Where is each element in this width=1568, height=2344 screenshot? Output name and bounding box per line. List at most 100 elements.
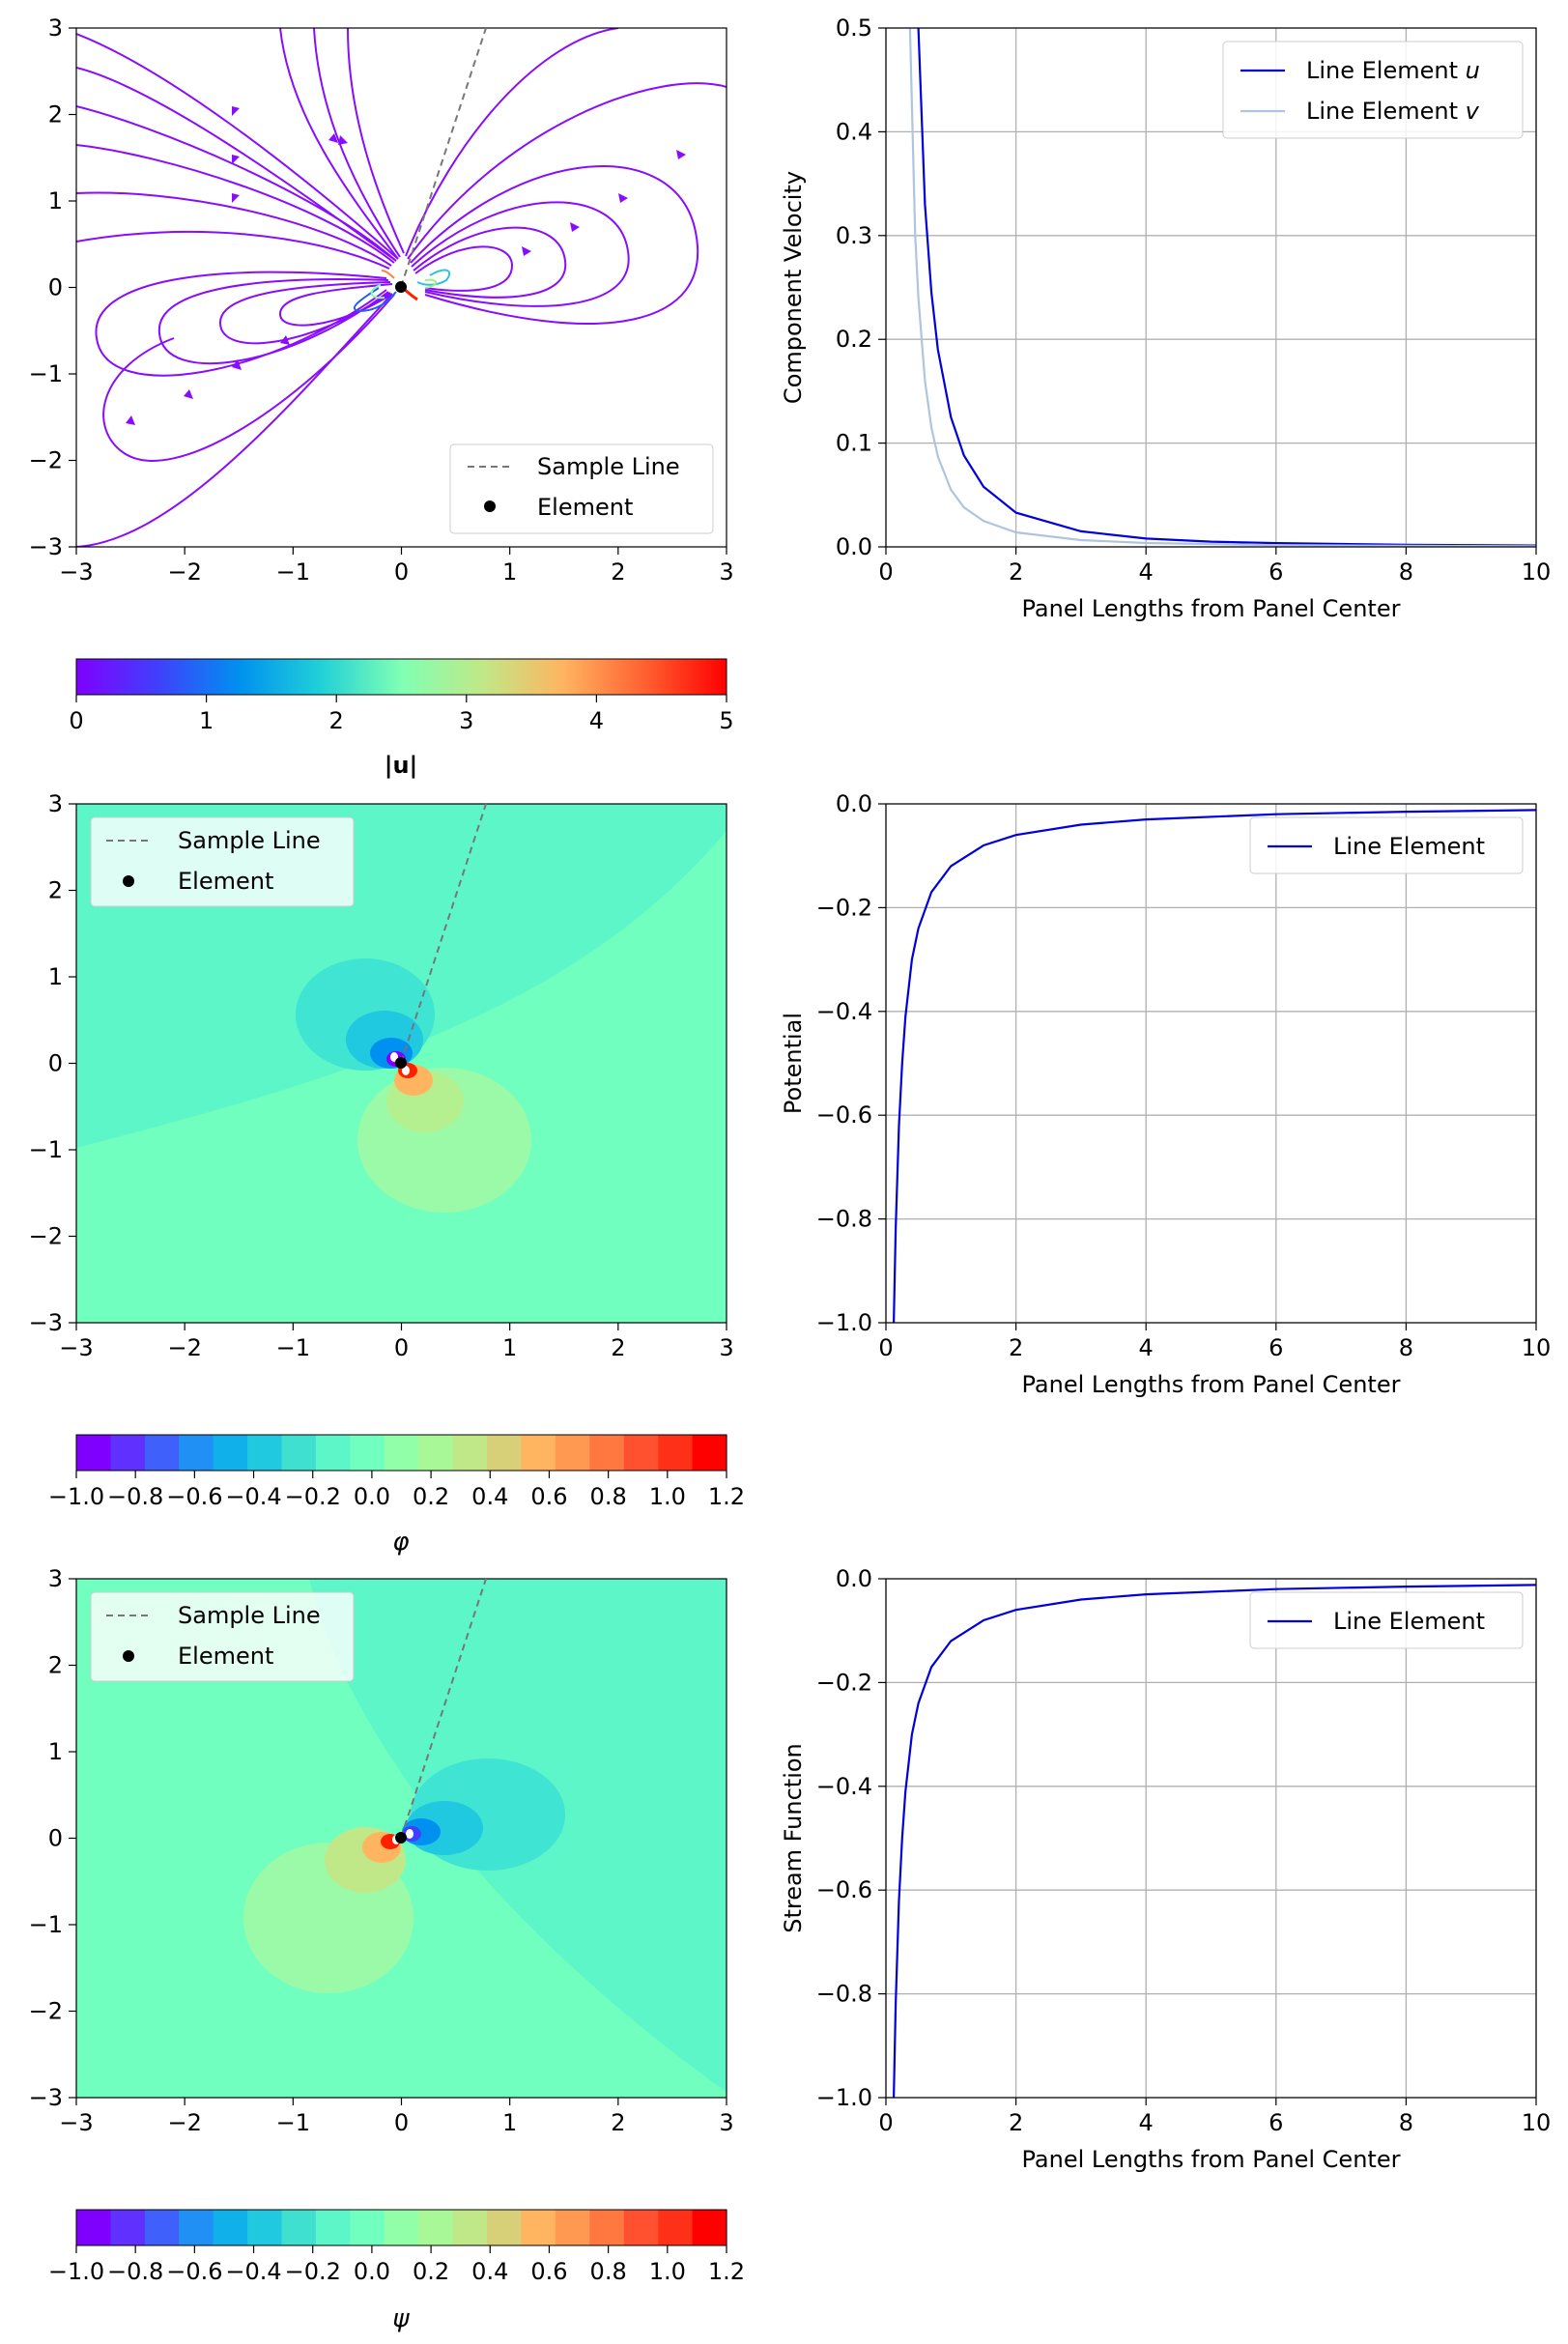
- x-tick-label: 6: [1269, 1334, 1283, 1361]
- series-group: [908, 28, 1536, 547]
- colorbar-tick-label: −1.0: [48, 2258, 104, 2285]
- y-tick-label: 0: [48, 274, 63, 301]
- colorbar-level: [315, 1435, 351, 1471]
- legend: Line Element: [1249, 1591, 1524, 1649]
- colorbar-level: [521, 2210, 556, 2245]
- y-tick-label: 0.1: [836, 430, 872, 457]
- y-tick-label: −3: [29, 1309, 63, 1336]
- colorbar-level: [281, 1435, 317, 1471]
- y-tick-label: −3: [29, 2084, 63, 2111]
- element-marker: [395, 281, 407, 293]
- colorbar-level: [350, 2210, 385, 2245]
- colorbar-level: [213, 1435, 248, 1471]
- colorbar-label: |u|: [385, 752, 418, 779]
- stream-function-profile-panel: 0 2 4 6 8 10 −1.0 −0.8 −0.6 −0.4 −0.2 0.0 Panel Leng…: [780, 1565, 1551, 2173]
- x-tick-label: 2: [1009, 1334, 1023, 1361]
- y-tick-label: −0.2: [816, 1669, 872, 1696]
- colorbar-tick-label: −0.6: [166, 1483, 222, 1510]
- axis-ticks: −3 −2 −1 0 1 2 3 −3 −2 −1 0 1 2 3: [29, 1565, 734, 2136]
- x-axis-label: Panel Lengths from Panel Center: [1022, 2146, 1401, 2173]
- potential-profile-panel: 0 2 4 6 8 10 −1.0 −0.8 −0.6 −0.4 −0.2 0.0 Panel Leng…: [780, 790, 1551, 1398]
- legend-entry: Line Element u: [1306, 57, 1480, 84]
- x-tick-label: 8: [1399, 558, 1413, 586]
- x-tick-label: 2: [1009, 2109, 1023, 2136]
- colorbar-label: φ: [392, 1528, 409, 1557]
- colorbar-level: [418, 2210, 454, 2245]
- y-tick-label: 2: [48, 1652, 63, 1679]
- x-tick-label: 0: [394, 558, 409, 586]
- colorbar-tick-label: −0.2: [285, 2258, 341, 2285]
- x-tick-label: −2: [167, 1334, 201, 1361]
- colorbar-level: [555, 1435, 590, 1471]
- x-tick-label: −2: [167, 558, 201, 586]
- colorbar-level: [418, 1435, 454, 1471]
- colorbar-tick-label: 0.6: [530, 1483, 567, 1510]
- y-tick-label: 1: [48, 1738, 63, 1765]
- colorbar-tick-label: 0.6: [530, 2258, 567, 2285]
- colorbar-level: [589, 2210, 625, 2245]
- colorbar-tick-label: 1.0: [649, 2258, 686, 2285]
- colorbar-tick-label: 0.4: [471, 1483, 508, 1510]
- y-tick-label: −0.4: [816, 998, 872, 1025]
- y-tick-label: −2: [29, 447, 63, 474]
- stream-function-field-panel: −3 −2 −1 0 1 2 3 −3 −2 −1 0 1 2 3 Sample Line Element: [29, 1565, 734, 2136]
- x-tick-label: −3: [59, 1334, 93, 1361]
- x-tick-label: 0: [394, 1334, 409, 1361]
- y-tick-label: 0.0: [836, 790, 872, 817]
- colorbar-level: [452, 1435, 488, 1471]
- y-tick-label: 0.3: [836, 222, 872, 249]
- y-tick-label: −0.6: [816, 1101, 872, 1129]
- colorbar-level: [623, 2210, 659, 2245]
- legend: Sample Line Element: [90, 1591, 355, 1682]
- colorbar-level: [487, 2210, 523, 2245]
- colorbar-level: [623, 1435, 659, 1471]
- colorbar-tick-label: −0.4: [225, 2258, 281, 2285]
- y-tick-label: 0.0: [836, 1565, 872, 1592]
- colorbar-tick-label: 0.2: [413, 1483, 449, 1510]
- y-tick-label: 3: [48, 14, 63, 42]
- x-tick-label: 10: [1522, 2109, 1552, 2136]
- x-tick-label: 0: [878, 1334, 893, 1361]
- x-tick-label: 6: [1269, 558, 1283, 586]
- x-tick-label: −1: [276, 558, 310, 586]
- legend-entry: Line Element: [1333, 833, 1485, 860]
- x-tick-label: 1: [502, 2109, 517, 2136]
- colorbar-level: [452, 2210, 488, 2245]
- x-tick-label: 0: [394, 2109, 409, 2136]
- series-line: [908, 28, 1536, 547]
- x-axis-label: Panel Lengths from Panel Center: [1022, 1371, 1401, 1398]
- x-tick-label: 3: [719, 558, 733, 586]
- x-tick-label: 4: [1139, 558, 1154, 586]
- x-tick-label: 10: [1522, 1334, 1552, 1361]
- colorbar-level: [384, 2210, 419, 2245]
- colorbar-tick-label: 0.0: [354, 2258, 390, 2285]
- y-tick-label: −0.2: [816, 894, 872, 921]
- series-group: [893, 1584, 1536, 2098]
- y-tick-label: 2: [48, 877, 63, 904]
- y-tick-label: 3: [48, 1565, 63, 1592]
- x-tick-label: 2: [611, 558, 625, 586]
- axis-ticks: −3 −2 −1 0 1 2 3 −3 −2 −1 0 1 2 3: [29, 14, 734, 586]
- colorbar-tick-label: −0.6: [166, 2258, 222, 2285]
- streamline-arrows: [126, 106, 686, 425]
- x-tick-label: 8: [1399, 1334, 1413, 1361]
- colorbar-level: [281, 2210, 317, 2245]
- colorbar-level: [213, 2210, 248, 2245]
- colorbar-level: [521, 1435, 556, 1471]
- colorbar-tick-label: 0: [69, 707, 83, 734]
- legend-element: Element: [178, 868, 273, 895]
- plot-frame: [885, 27, 1537, 548]
- legend-sample-line: Sample Line: [178, 1602, 321, 1629]
- colorbar-tick-label: 2: [329, 707, 344, 734]
- colorbar-velocity: 0 1 2 3 4 5 |u|: [69, 658, 734, 779]
- y-tick-label: −0.4: [816, 1773, 872, 1800]
- y-tick-label: 0.2: [836, 326, 872, 353]
- x-tick-label: 1: [502, 1334, 517, 1361]
- colorbar-level: [589, 1435, 625, 1471]
- colorbar-tick-label: 0.4: [471, 2258, 508, 2285]
- x-tick-label: 3: [719, 1334, 733, 1361]
- series-group: [893, 809, 1536, 1323]
- legend: Sample Line Element: [449, 443, 714, 534]
- colorbar-level: [179, 1435, 214, 1471]
